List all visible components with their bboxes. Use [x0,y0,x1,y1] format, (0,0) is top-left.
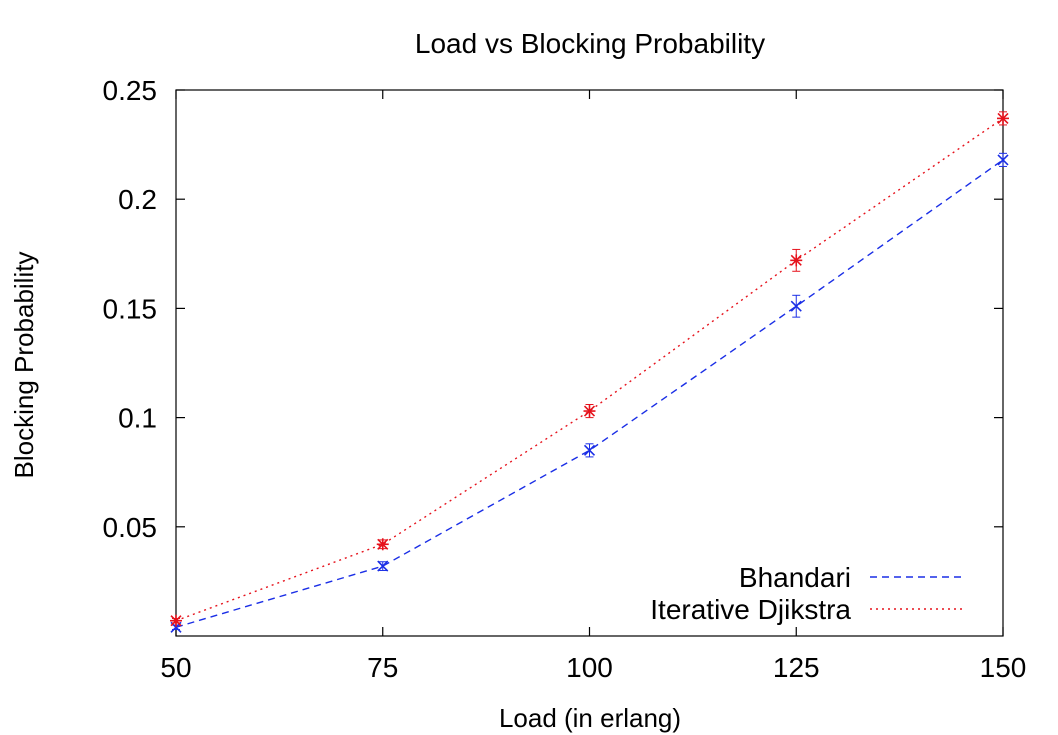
data-point [170,614,182,627]
x-tick-label: 100 [566,652,613,683]
ticks: 50 75 100 125 150 0.05 0.1 0.15 0.2 0.25 [103,75,1027,683]
series-bhandari [170,152,1009,633]
series-layer [170,111,1009,633]
data-point [377,560,389,572]
x-axis-label: Load (in erlang) [499,703,681,733]
data-point [790,254,803,267]
data-point [997,112,1009,125]
data-point [790,300,802,312]
data-point [376,538,389,551]
y-tick-label: 0.15 [103,293,158,324]
data-point [583,405,596,418]
data-point [583,444,596,456]
marker-stroke [790,300,802,312]
y-tick-label: 0.1 [118,403,157,434]
series-line [175,117,1004,622]
marker-stroke [377,560,389,572]
x-tick-label: 150 [980,652,1027,683]
legend-label: Iterative Djikstra [650,594,851,625]
legend-label: Bhandari [739,562,851,593]
x-tick-label: 75 [367,652,398,683]
chart-title: Load vs Blocking Probability [415,28,765,59]
series-line [175,159,1004,628]
marker-stroke [583,444,596,456]
x-tick-label: 50 [160,652,191,683]
y-tick-label: 0.2 [118,184,157,215]
y-tick-label: 0.25 [103,75,158,106]
plot-frame [175,89,1004,637]
y-axis-label: Blocking Probability [9,252,39,479]
x-tick-label: 125 [773,652,820,683]
y-tick-label: 0.05 [103,512,158,543]
data-point [997,154,1009,166]
series-iterative-djikstra [170,111,1009,627]
marker-stroke [997,154,1009,166]
